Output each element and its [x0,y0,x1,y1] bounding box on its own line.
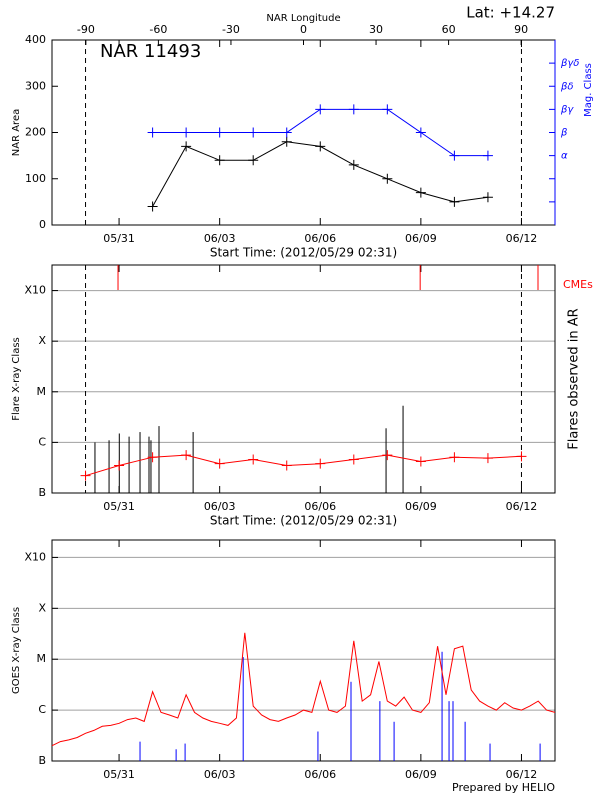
point-marker [482,150,493,161]
y2-axis-label: Flares observed in AR [567,308,582,449]
x-tick-label: 05/31 [103,232,135,245]
x-tick-label: 06/12 [506,232,538,245]
point-marker [214,458,225,469]
y-tick-label: X [38,601,46,614]
point-marker [482,453,493,464]
y-tick-label: B [38,486,46,499]
point-marker [147,452,158,463]
point-marker [181,141,192,152]
point-marker [248,127,259,138]
y2-tick-label: βγ [560,104,574,115]
x-tick-label: 06/12 [506,500,538,513]
x2-tick-label: 60 [442,23,456,36]
point-marker [348,454,359,465]
x-tick-label: 06/12 [506,768,538,781]
y-tick-label: M [37,652,47,665]
x-tick-label: 06/03 [204,232,236,245]
x-tick-label: 05/31 [103,768,135,781]
x-tick-label: 06/06 [304,500,336,513]
x2-tick-label: -60 [149,23,167,36]
y-axis-label: GOES X-ray Class [11,607,22,694]
point-marker [248,454,259,465]
y-axis-label: NAR Area [11,109,22,156]
x-tick-label: 06/09 [405,768,437,781]
point-marker [147,127,158,138]
y2-tick-label: β [560,128,568,139]
y-tick-label: X10 [24,284,46,297]
y-tick-label: X [38,334,46,347]
point-marker [315,141,326,152]
point-marker [214,155,225,166]
y-tick-label: M [37,385,47,398]
x-tick-label: 06/09 [405,500,437,513]
point-marker [248,155,259,166]
y2-tick-label: βγδ [560,58,579,69]
x2-axis-label: NAR Longitude [266,13,340,24]
point-marker [382,173,393,184]
latitude-label: Lat: +14.27 [466,4,555,22]
x-tick-label: 06/06 [304,768,336,781]
x2-tick-label: 30 [369,23,383,36]
credit-note: Prepared by HELIO [452,781,555,794]
point-marker [415,187,426,198]
point-marker [181,450,192,461]
x2-tick-label: -90 [77,23,95,36]
y-tick-label: 200 [25,126,46,139]
point-marker [281,127,292,138]
point-marker [449,196,460,207]
series-line [85,454,522,477]
x2-tick-label: -30 [222,23,240,36]
y-tick-label: 100 [25,172,46,185]
chart-title: NAR 11493 [100,41,201,62]
series-line [51,632,556,747]
x-tick-label: 06/03 [204,768,236,781]
point-marker [516,451,527,462]
x-axis-label: Start Time: (2012/05/29 02:31) [210,246,397,260]
point-marker [449,150,460,161]
x-axis-label: Start Time: (2012/05/29 02:31) [210,514,397,528]
point-marker [315,458,326,469]
y-tick-label: 400 [25,33,46,46]
y-axis-label: Flare X-ray Class [11,337,22,421]
point-marker [114,460,125,471]
y-tick-label: B [38,754,46,767]
point-marker [348,104,359,115]
x-tick-label: 06/06 [304,232,336,245]
x-tick-label: 05/31 [103,500,135,513]
point-marker [449,452,460,463]
y-tick-label: C [38,435,46,448]
y2-tick-label: βδ [560,81,574,92]
y2-axis-label: Mag. Class [583,63,594,117]
y-tick-label: 300 [25,79,46,92]
point-marker [382,450,393,461]
point-marker [281,136,292,147]
x2-tick-label: 0 [300,23,307,36]
y-tick-label: 0 [39,218,46,231]
point-marker [382,104,393,115]
point-marker [181,127,192,138]
point-marker [214,127,225,138]
cme-label: CMEs [563,278,593,291]
plot-frame [51,539,556,762]
x-tick-label: 06/03 [204,500,236,513]
point-marker [80,470,91,481]
point-marker [348,159,359,170]
point-marker [315,104,326,115]
y-tick-label: X10 [24,550,46,563]
x-tick-label: 06/09 [405,232,437,245]
plot-frame [51,264,556,494]
point-marker [415,127,426,138]
point-marker [482,192,493,203]
y2-tick-label: α [561,151,568,162]
point-marker [281,460,292,471]
point-marker [147,201,158,212]
x2-tick-label: 90 [514,23,528,36]
y-tick-label: C [38,703,46,716]
point-marker [415,456,426,467]
